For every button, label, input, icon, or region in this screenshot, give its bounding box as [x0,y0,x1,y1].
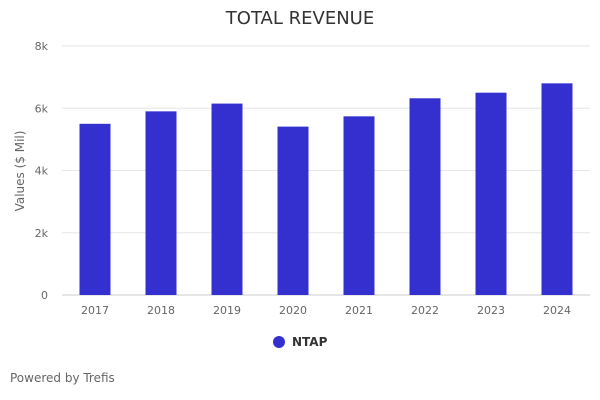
y-tick-label: 8k [35,40,49,53]
y-axis-label: Values ($ Mil) [13,131,27,212]
bar-2019[interactable] [211,103,243,295]
bar-2021[interactable] [343,116,375,295]
y-tick-label: 6k [35,102,49,115]
x-tick-label-2019: 2019 [213,304,241,317]
bar-2017[interactable] [79,123,111,295]
x-tick-label-2018: 2018 [147,304,175,317]
x-tick-label-2024: 2024 [543,304,571,317]
y-axis-ticks: 0 2k 4k 6k 8k [35,40,49,302]
y-tick-label: 0 [41,289,48,302]
y-tick-label: 4k [35,165,49,178]
x-tick-label-2023: 2023 [477,304,505,317]
bar-2020[interactable] [277,126,309,296]
bar-2018[interactable] [145,111,177,295]
bar-2024[interactable] [541,83,573,295]
bar-2023[interactable] [475,92,507,295]
chart-title: TOTAL REVENUE [225,8,374,29]
x-tick-label-2021: 2021 [345,304,373,317]
y-tick-label: 2k [35,227,49,240]
bar-series [79,83,573,296]
bar-2022[interactable] [409,98,441,295]
x-tick-label-2020: 2020 [279,304,307,317]
x-tick-label-2017: 2017 [81,304,109,317]
legend-swatch-ntap[interactable] [273,336,285,348]
grid-lines [62,45,590,296]
powered-by-trefis: Powered by Trefis [10,371,115,385]
legend-label-ntap[interactable]: NTAP [292,335,328,349]
x-tick-label-2022: 2022 [411,304,439,317]
x-axis-ticks: 2017 2018 2019 2020 2021 2022 2023 2024 [81,304,571,317]
